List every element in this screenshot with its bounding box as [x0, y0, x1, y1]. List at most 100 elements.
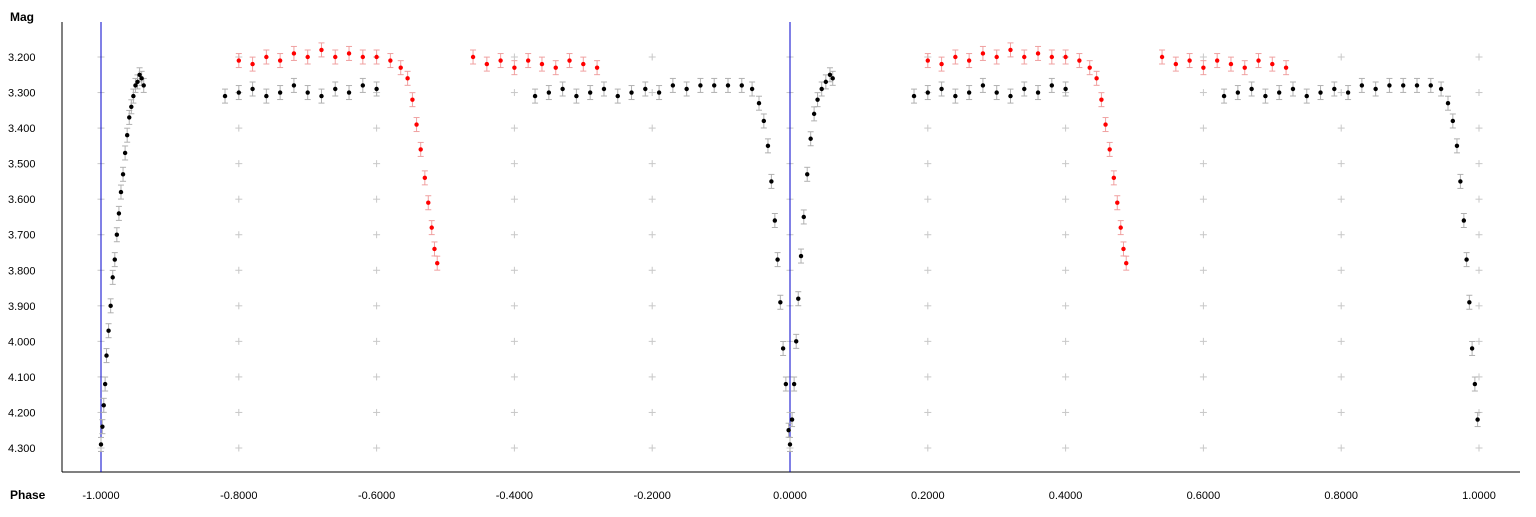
grid-marker: [1062, 160, 1070, 168]
data-point-black: [112, 257, 117, 262]
grid-marker: [1199, 373, 1207, 381]
grid-marker: [648, 231, 656, 239]
data-point-black: [118, 189, 124, 195]
grid-marker: [235, 337, 243, 345]
grid-marker: [648, 373, 656, 381]
y-tick-label: 4.200: [8, 407, 36, 419]
grid-marker: [1337, 266, 1345, 274]
data-point-black: [104, 353, 109, 358]
data-point-red: [1228, 61, 1234, 67]
y-axis-title: Mag: [10, 10, 34, 24]
data-point-red: [435, 260, 440, 266]
data-point-black: [236, 90, 241, 95]
data-point-black: [789, 417, 795, 422]
data-point-black: [769, 179, 774, 184]
data-point-black: [798, 253, 804, 259]
data-point-black: [250, 86, 255, 92]
data-point-red: [1111, 175, 1117, 181]
data-point-black: [1472, 381, 1478, 387]
data-point-black: [739, 83, 744, 88]
y-tick-label: 3.700: [8, 230, 36, 242]
grid-marker: [648, 195, 656, 203]
grid-marker: [235, 231, 243, 239]
data-point-red: [333, 54, 338, 60]
data-point-black: [333, 86, 338, 92]
grid-marker: [510, 89, 518, 97]
grid-marker: [510, 337, 518, 345]
data-point-black: [277, 90, 283, 95]
data-point-black: [1304, 93, 1309, 99]
grid-marker: [1475, 53, 1483, 61]
data-point-red: [1077, 58, 1082, 63]
x-tick-label: 0.6000: [1187, 490, 1221, 502]
grid-marker: [510, 195, 518, 203]
data-point-red: [1115, 200, 1120, 205]
data-point-red: [429, 225, 434, 230]
grid-marker: [373, 124, 381, 132]
data-point-black: [122, 150, 128, 156]
data-point-black: [574, 93, 579, 99]
data-point-black: [953, 93, 958, 99]
grid-marker: [373, 266, 381, 274]
grid-marker: [1199, 302, 1207, 310]
data-point-black: [116, 211, 122, 216]
grid-marker: [510, 444, 518, 452]
grid-marker: [1199, 53, 1207, 61]
data-point-black: [1445, 101, 1451, 106]
grid-marker: [648, 444, 656, 452]
y-tick-label: 3.200: [8, 52, 36, 64]
grid-marker: [1475, 195, 1483, 203]
grid-marker: [1199, 444, 1207, 452]
grid-marker: [510, 373, 518, 381]
data-point-black: [980, 83, 986, 88]
grid-marker: [510, 53, 518, 61]
x-tick-label: -0.2000: [634, 490, 671, 502]
data-point-black: [131, 93, 136, 99]
data-point-red: [498, 58, 503, 63]
data-point-red: [539, 61, 545, 67]
axes: [61, 22, 1520, 473]
data-point-red: [1094, 76, 1099, 81]
grid-marker: [1475, 124, 1483, 132]
y-tick-label: 3.400: [8, 123, 36, 135]
data-point-black: [811, 111, 817, 117]
data-point-black: [756, 101, 762, 106]
grid-marker: [510, 124, 518, 132]
grid-marker: [1337, 53, 1345, 61]
y-tick-label: 3.500: [8, 159, 36, 171]
y-tick-label: 4.300: [8, 443, 36, 455]
data-point-black: [346, 90, 352, 95]
data-point-red: [264, 54, 269, 60]
data-point-black: [110, 275, 115, 280]
data-point-red: [1121, 246, 1126, 252]
grid-marker: [1062, 302, 1070, 310]
data-point-red: [236, 58, 241, 63]
data-point-black: [808, 136, 813, 141]
x-tick-label: 0.0000: [773, 490, 807, 502]
data-point-red: [966, 58, 972, 63]
data-point-red: [250, 61, 255, 67]
data-point-red: [374, 54, 379, 60]
data-point-red: [1256, 58, 1261, 63]
grid-marker: [373, 408, 381, 416]
data-point-black: [1454, 143, 1460, 149]
grid-marker: [924, 160, 932, 168]
data-point-red: [277, 58, 283, 63]
grid-marker: [1475, 266, 1483, 274]
grid-marker: [510, 302, 518, 310]
grid-marker: [1475, 231, 1483, 239]
data-point-black: [129, 104, 134, 109]
data-point-black: [114, 232, 120, 237]
y-tick-label: 4.100: [8, 372, 36, 384]
data-point-black: [684, 86, 689, 92]
data-point-black: [787, 442, 793, 447]
data-point-red: [360, 54, 366, 60]
y-tick-label: 4.000: [8, 336, 36, 348]
data-point-red: [1173, 61, 1179, 67]
data-point-black: [780, 346, 786, 351]
data-point-black: [801, 214, 806, 220]
data-point-red: [1008, 47, 1013, 53]
data-point-red: [525, 58, 531, 63]
data-point-black: [1263, 93, 1268, 99]
